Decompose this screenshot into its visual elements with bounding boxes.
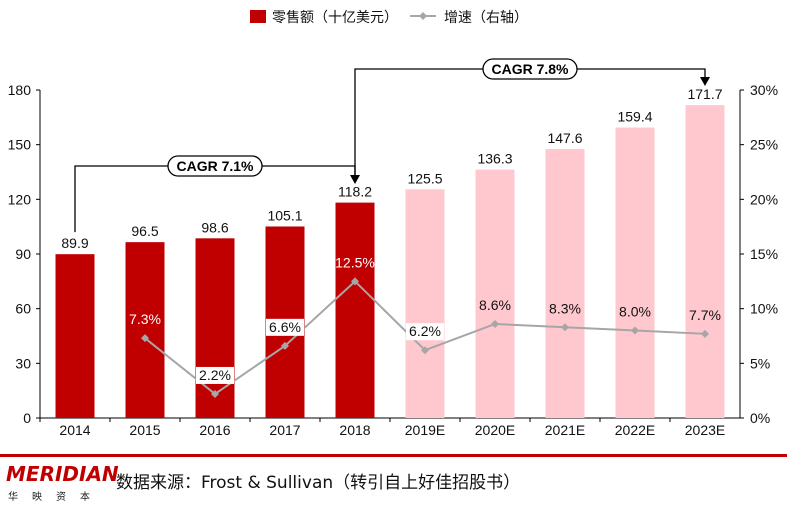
y-left-tick-label: 90 bbox=[15, 246, 31, 262]
cagr-label-box bbox=[167, 155, 263, 177]
footer-divider bbox=[0, 454, 787, 457]
bar-value-label: 136.3 bbox=[477, 151, 512, 167]
growth-marker bbox=[351, 277, 359, 286]
cagr-arrow bbox=[700, 77, 710, 86]
y-left-tick-label: 30 bbox=[15, 355, 31, 371]
y-right-tick-label: 25% bbox=[750, 137, 778, 153]
x-tick-label: 2021E bbox=[545, 422, 585, 438]
y-left-tick-label: 180 bbox=[8, 82, 32, 98]
growth-marker bbox=[211, 389, 219, 398]
growth-label: 7.3% bbox=[129, 311, 161, 327]
legend-label-line: 增速（右轴） bbox=[444, 10, 528, 26]
bar bbox=[615, 127, 655, 418]
bar-value-label: 105.1 bbox=[267, 207, 302, 223]
growth-label-bg bbox=[406, 323, 444, 341]
bar bbox=[475, 169, 515, 418]
x-tick-label: 2022E bbox=[615, 422, 655, 438]
growth-marker bbox=[631, 326, 639, 335]
bar bbox=[125, 242, 165, 418]
x-tick-label: 2015 bbox=[129, 422, 160, 438]
legend-swatch-bar bbox=[250, 10, 266, 23]
growth-marker bbox=[281, 341, 289, 350]
bar bbox=[195, 238, 235, 418]
legend-marker bbox=[419, 12, 427, 20]
y-right-tick-label: 5% bbox=[750, 355, 770, 371]
bar bbox=[55, 254, 95, 418]
bar-value-label: 118.2 bbox=[338, 184, 372, 200]
x-tick-label: 2017 bbox=[269, 422, 300, 438]
bar-value-label: 125.5 bbox=[407, 170, 442, 186]
y-right-tick-label: 10% bbox=[750, 301, 778, 317]
growth-label: 6.6% bbox=[269, 319, 301, 335]
growth-marker bbox=[491, 319, 499, 328]
y-left-tick-label: 150 bbox=[8, 137, 32, 153]
y-right-tick-label: 0% bbox=[750, 410, 770, 426]
meridian-logo: MERIDIAN 华映资本 bbox=[6, 462, 119, 508]
growth-label: 6.2% bbox=[409, 323, 441, 339]
growth-marker bbox=[421, 346, 429, 355]
x-tick-label: 2019E bbox=[405, 422, 445, 438]
bar bbox=[335, 202, 375, 418]
growth-label: 8.0% bbox=[619, 304, 651, 320]
bar-value-label: 89.9 bbox=[61, 235, 88, 251]
chart: 0 30 60 90 120 150 180 0% 5% 10% 15% 20% 25% 30% 89.9 2… bbox=[8, 10, 778, 438]
legend-label-bar: 零售额（十亿美元） bbox=[272, 10, 398, 26]
growth-marker bbox=[141, 334, 149, 343]
bar-value-label: 98.6 bbox=[201, 219, 228, 235]
x-tick-label: 2023E bbox=[685, 422, 725, 438]
logo-subtitle: 华映资本 bbox=[8, 492, 104, 503]
logo-text: MERIDIAN bbox=[6, 462, 119, 486]
growth-label: 8.6% bbox=[479, 297, 511, 313]
bar bbox=[545, 149, 585, 419]
cagr-label: CAGR 7.1% bbox=[176, 158, 254, 174]
bar bbox=[405, 189, 445, 418]
bar-value-label: 171.7 bbox=[687, 86, 722, 102]
growth-marker bbox=[701, 329, 709, 338]
y-left-tick-label: 120 bbox=[8, 191, 32, 207]
bar-value-label: 96.5 bbox=[131, 223, 158, 239]
x-tick-label: 2016 bbox=[199, 422, 230, 438]
y-right-tick-label: 30% bbox=[750, 82, 778, 98]
bar-value-label: 159.4 bbox=[617, 109, 652, 125]
bar-value-label: 147.6 bbox=[547, 130, 582, 146]
x-tick-label: 2018 bbox=[339, 422, 370, 438]
growth-label: 12.5% bbox=[335, 254, 375, 270]
growth-marker bbox=[561, 323, 569, 332]
y-right-tick-label: 20% bbox=[750, 191, 778, 207]
cagr-label-box bbox=[482, 58, 578, 80]
y-right-tick-label: 15% bbox=[750, 246, 778, 262]
growth-label-bg bbox=[266, 318, 304, 336]
x-tick-label: 2014 bbox=[59, 422, 90, 438]
growth-label: 7.7% bbox=[689, 307, 721, 323]
bar bbox=[685, 105, 725, 418]
source-note: 数据来源：Frost & Sullivan（转引自上好佳招股书） bbox=[116, 473, 521, 493]
growth-label-bg bbox=[196, 366, 234, 384]
cagr-label: CAGR 7.8% bbox=[491, 61, 569, 77]
y-left-tick-label: 60 bbox=[15, 301, 31, 317]
growth-label: 2.2% bbox=[199, 367, 231, 383]
y-left-tick-label: 0 bbox=[23, 410, 31, 426]
growth-label: 8.3% bbox=[549, 300, 581, 316]
x-tick-label: 2020E bbox=[475, 422, 515, 438]
